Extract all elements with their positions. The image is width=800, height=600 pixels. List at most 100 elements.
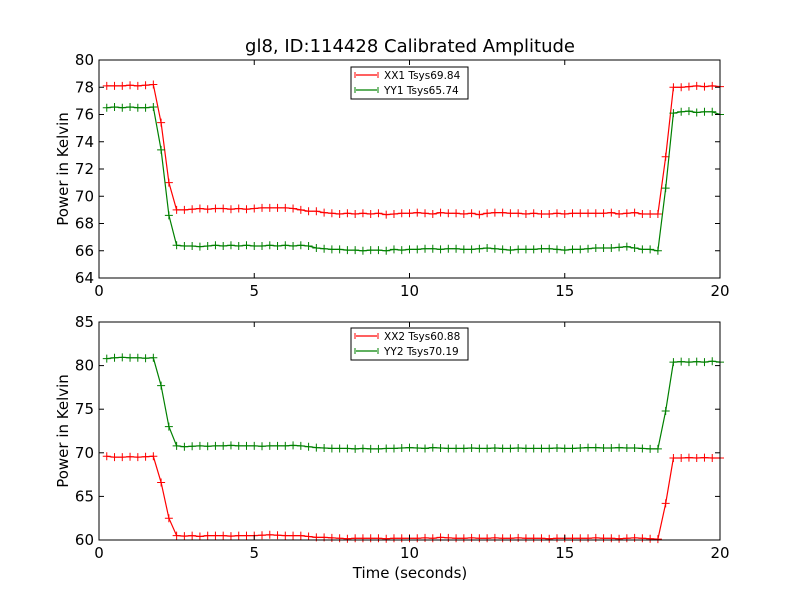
data-point-marker <box>584 443 593 452</box>
data-point-marker <box>258 203 267 212</box>
data-point-marker <box>521 444 530 453</box>
data-point-marker <box>669 358 678 367</box>
data-point-marker <box>444 533 453 542</box>
data-point-marker <box>203 205 212 214</box>
data-point-marker <box>646 245 655 254</box>
top-plot-area: 0 5 10 15 20 64 66 68 70 72 74 76 78 80 XX1 Tsys69.84 Y… <box>75 51 730 300</box>
chart-title: gl8, ID:114428 Calibrated Amplitude <box>245 36 575 57</box>
data-point-marker <box>273 203 282 212</box>
data-point-marker <box>110 453 119 462</box>
data-point-marker <box>498 444 507 453</box>
data-point-marker <box>490 444 499 453</box>
y-tick-label: 76 <box>75 106 94 124</box>
data-point-marker <box>389 444 398 453</box>
legend: XX2 Tsys60.88 YY2 Tsys70.19 <box>350 327 469 361</box>
data-point-marker <box>498 245 507 254</box>
data-point-marker <box>242 441 251 450</box>
data-point-marker <box>615 443 624 452</box>
data-point-marker <box>700 107 709 116</box>
data-point-marker <box>630 244 639 253</box>
data-point-marker <box>413 534 422 543</box>
y-tick-label: 68 <box>75 215 94 233</box>
data-point-marker <box>413 245 422 254</box>
data-point-marker <box>234 441 243 450</box>
bottom-plot-area: 0 5 10 15 20 60 65 70 75 80 85 XX2 Tsys60.88 YY2 Tsy… <box>75 313 730 562</box>
data-point-marker <box>413 208 422 217</box>
data-point-marker <box>568 534 577 543</box>
data-point-marker <box>700 453 709 462</box>
data-point-marker <box>296 241 305 250</box>
data-point-marker <box>281 203 290 212</box>
data-point-marker <box>327 533 336 542</box>
data-point-marker <box>490 244 499 253</box>
data-point-marker <box>653 209 662 218</box>
data-point-marker <box>397 246 406 255</box>
data-point-marker <box>584 209 593 218</box>
data-point-marker <box>428 534 437 543</box>
data-point-marker <box>118 453 127 462</box>
data-point-marker <box>615 243 624 252</box>
legend-marker <box>354 87 379 93</box>
data-point-marker <box>250 441 259 450</box>
data-point-marker <box>545 444 554 453</box>
data-point-marker <box>149 103 158 112</box>
y-axis-label: Power in Kelvin <box>54 112 72 226</box>
data-point-marker <box>607 444 616 453</box>
bottom-chart: Power in Kelvin Time (seconds) 0 5 10 15 20 6… <box>54 313 730 582</box>
data-point-marker <box>692 108 701 117</box>
data-point-marker <box>677 107 686 116</box>
data-point-marker <box>157 145 166 154</box>
data-point-marker <box>351 209 360 218</box>
data-point-marker <box>669 109 678 118</box>
data-point-marker <box>490 533 499 542</box>
data-point-marker <box>677 454 686 463</box>
data-point-marker <box>265 530 274 539</box>
data-point-marker <box>467 533 476 542</box>
data-point-marker <box>102 354 111 363</box>
data-point-marker <box>653 535 662 544</box>
data-point-marker <box>304 241 313 250</box>
data-point-marker <box>195 441 204 450</box>
data-point-marker <box>133 353 142 362</box>
data-point-marker <box>195 204 204 213</box>
data-point-marker <box>226 241 235 250</box>
y-axis-label: Power in Kelvin <box>54 374 72 488</box>
data-point-marker <box>669 83 678 92</box>
data-point-marker <box>102 103 111 112</box>
data-point-marker <box>692 454 701 463</box>
data-point-marker <box>374 209 383 218</box>
data-point-marker <box>335 245 344 254</box>
y-tick-label: 70 <box>75 444 94 462</box>
data-point-marker <box>646 444 655 453</box>
data-point-marker <box>258 531 267 540</box>
y-tick-label: 70 <box>75 187 94 205</box>
data-point-marker <box>591 209 600 218</box>
data-point-marker <box>164 422 173 431</box>
data-point-marker <box>630 533 639 542</box>
data-point-marker <box>576 444 585 453</box>
data-point-marker <box>436 245 445 254</box>
data-point-marker <box>444 209 453 218</box>
data-point-marker <box>684 107 693 116</box>
data-point-marker <box>483 444 492 453</box>
data-point-marker <box>226 532 235 541</box>
data-point-marker <box>638 444 647 453</box>
data-point-marker <box>692 81 701 90</box>
legend-box <box>350 66 469 100</box>
data-point-marker <box>366 534 375 543</box>
data-point-marker <box>607 534 616 543</box>
data-point-marker <box>234 204 243 213</box>
data-point-marker <box>452 444 461 453</box>
data-point-marker <box>421 444 430 453</box>
data-point-marker <box>327 444 336 453</box>
data-point-marker <box>219 531 228 540</box>
data-point-marker <box>335 534 344 543</box>
data-point-marker <box>164 178 173 187</box>
data-point-marker <box>219 241 228 250</box>
data-point-marker <box>452 244 461 253</box>
data-point-marker <box>234 241 243 250</box>
data-point-marker <box>281 531 290 540</box>
data-point-marker <box>529 209 538 218</box>
data-point-marker <box>226 205 235 214</box>
data-point-marker <box>521 245 530 254</box>
